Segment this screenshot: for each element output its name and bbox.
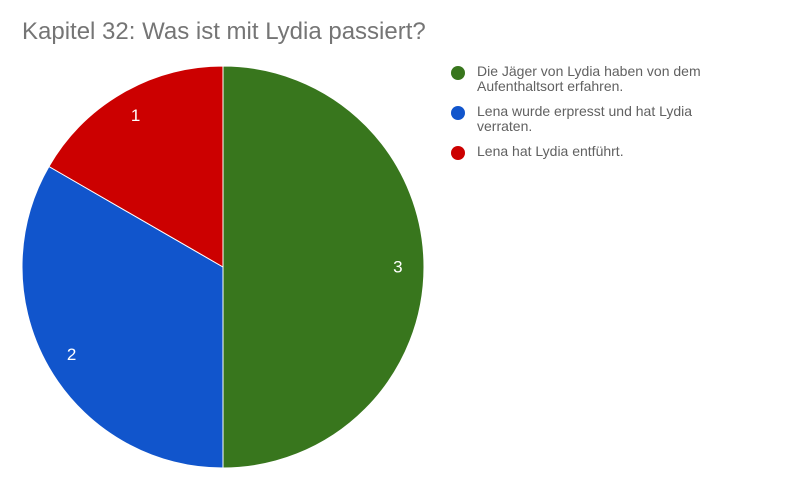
pie-slice-value-label: 1 [131,106,140,125]
chart-legend: Die Jäger von Lydia haben von dem Aufent… [451,64,751,170]
legend-item[interactable]: Die Jäger von Lydia haben von dem Aufent… [451,64,751,94]
legend-item[interactable]: Lena hat Lydia entführt. [451,144,751,160]
legend-item[interactable]: Lena wurde erpresst und hat Lydia verrat… [451,104,751,134]
pie-slices [21,65,425,469]
pie-slice-value-label: 2 [67,345,76,364]
legend-label: Lena hat Lydia entführt. [477,143,624,159]
chart-title: Kapitel 32: Was ist mit Lydia passiert? [22,18,426,45]
pie-slice-labels: 3 2 1 [67,106,403,364]
legend-label: Lena wurde erpresst und hat Lydia verrat… [477,103,693,134]
pie-slice[interactable] [21,165,224,469]
legend-label: Die Jäger von Lydia haben von dem Aufent… [477,63,701,94]
pie-slice[interactable] [222,65,425,469]
legend-swatch-icon [451,106,465,120]
legend-swatch-icon [451,66,465,80]
pie-slice[interactable] [48,65,224,268]
legend-swatch-icon [451,146,465,160]
pie-slice-value-label: 3 [393,258,402,277]
